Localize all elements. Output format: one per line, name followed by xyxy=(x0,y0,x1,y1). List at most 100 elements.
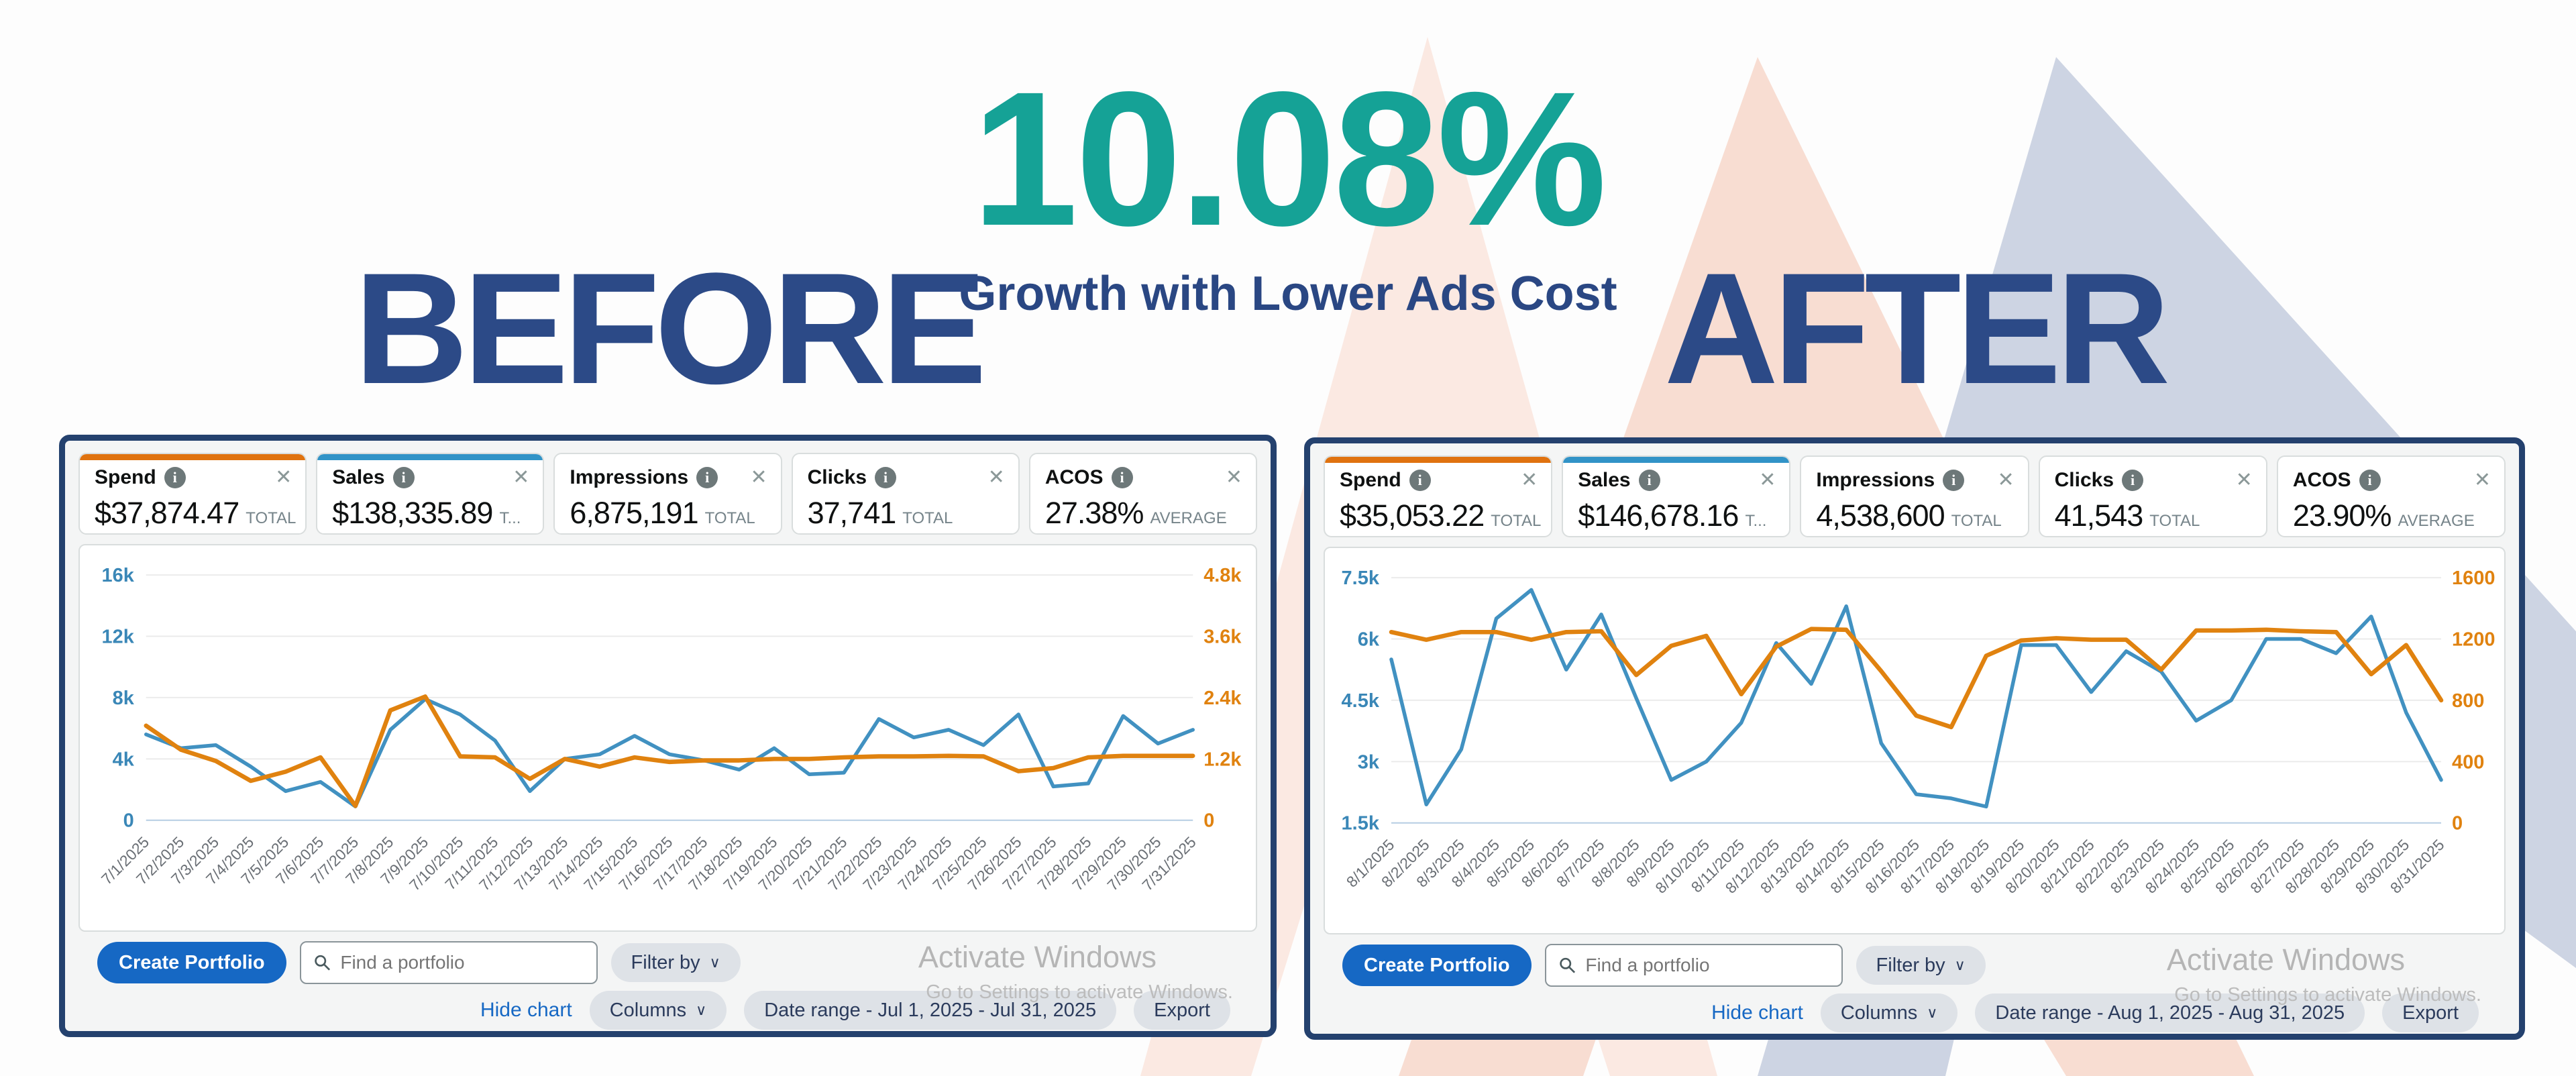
left-axis-tick: 7.5k xyxy=(1342,568,1380,589)
metric-label: Sales xyxy=(332,466,385,488)
left-axis-tick: 4.5k xyxy=(1342,690,1380,712)
filter-by-label: Filter by xyxy=(631,951,700,973)
toolbar-row-2: Hide chart Columns ∨ Date range - Aug 1,… xyxy=(1324,993,2506,1032)
close-icon[interactable]: ✕ xyxy=(1997,469,2015,491)
info-icon[interactable]: i xyxy=(392,467,415,488)
right-axis-tick: 3.6k xyxy=(1203,626,1242,647)
close-icon[interactable]: ✕ xyxy=(275,466,292,488)
info-icon[interactable]: i xyxy=(696,467,718,488)
sales-line xyxy=(144,697,1195,808)
chart-card: 1.5k 0 3k 400 4.5k 800 6k 1200 7.5k 1600 8/1/2025 8… xyxy=(1324,547,2506,934)
columns-dropdown[interactable]: Columns ∨ xyxy=(1820,993,1958,1032)
hide-chart-link[interactable]: Hide chart xyxy=(480,999,572,1021)
portfolio-search[interactable] xyxy=(1544,944,1843,987)
date-range-button[interactable]: Date range - Jul 1, 2025 - Jul 31, 2025 xyxy=(744,991,1117,1030)
metric-unit: TOTAL xyxy=(902,509,953,527)
search-input[interactable] xyxy=(339,951,584,974)
card-value-row: 23.90% AVERAGE xyxy=(2293,498,2491,533)
right-axis-tick: 0 xyxy=(2452,813,2463,835)
metric-cards-row: Spend i ✕ $35,053.22 TOTAL Sales i ✕ $146,678.16… xyxy=(1324,455,2506,537)
info-icon[interactable]: i xyxy=(1638,470,1660,491)
card-title-row: ACOS i ✕ xyxy=(1045,466,1242,489)
filter-by-dropdown[interactable]: Filter by ∨ xyxy=(1856,946,1986,985)
active-metric-accent xyxy=(80,454,306,460)
spend-line xyxy=(1389,627,2444,730)
metric-card-clicks[interactable]: Clicks i ✕ 41,543 TOTAL xyxy=(2038,455,2267,537)
growth-percentage-title: 10.08% xyxy=(971,52,1607,266)
active-metric-accent xyxy=(1563,457,1790,463)
metric-unit: AVERAGE xyxy=(2398,512,2475,530)
card-title-row: Spend i ✕ xyxy=(1340,469,1538,492)
active-metric-accent xyxy=(1325,457,1552,463)
close-icon[interactable]: ✕ xyxy=(2473,469,2491,491)
chevron-down-icon: ∨ xyxy=(709,954,720,971)
metric-value: $138,335.89 xyxy=(332,496,493,530)
close-icon[interactable]: ✕ xyxy=(1521,469,1538,491)
metric-label: Spend xyxy=(95,466,156,488)
metric-card-impressions[interactable]: Impressions i ✕ 6,875,191 TOTAL xyxy=(553,453,782,535)
metric-cards-row: Spend i ✕ $37,874.47 TOTAL Sales i ✕ $138,335.89… xyxy=(78,453,1258,535)
create-portfolio-button[interactable]: Create Portfolio xyxy=(97,942,286,983)
metric-unit: AVERAGE xyxy=(1150,509,1227,527)
sales-line xyxy=(1389,588,2443,809)
after-label: AFTER xyxy=(1664,240,2171,417)
export-button[interactable]: Export xyxy=(1134,991,1230,1030)
export-button[interactable]: Export xyxy=(2382,993,2479,1032)
spend-line xyxy=(144,694,1195,808)
left-axis-tick: 6k xyxy=(1358,629,1380,651)
metric-card-spend[interactable]: Spend i ✕ $37,874.47 TOTAL xyxy=(78,453,307,535)
info-icon[interactable]: i xyxy=(1943,470,1965,491)
metric-card-sales[interactable]: Sales i ✕ $138,335.89 T... xyxy=(316,453,545,535)
filter-by-dropdown[interactable]: Filter by ∨ xyxy=(610,943,741,982)
close-icon[interactable]: ✕ xyxy=(1759,469,1776,491)
metric-value: $146,678.16 xyxy=(1578,498,1739,533)
metric-card-acos[interactable]: ACOS i ✕ 27.38% AVERAGE xyxy=(1028,453,1258,535)
close-icon[interactable]: ✕ xyxy=(750,466,767,488)
metric-label: ACOS xyxy=(2292,469,2351,491)
metric-card-sales[interactable]: Sales i ✕ $146,678.16 T... xyxy=(1562,455,1791,537)
info-icon[interactable]: i xyxy=(2359,470,2381,491)
info-icon[interactable]: i xyxy=(1409,470,1431,491)
metric-value: 37,741 xyxy=(807,496,897,530)
right-axis-tick: 0 xyxy=(1203,810,1214,832)
card-value-row: 4,538,600 TOTAL xyxy=(1816,498,2014,533)
metric-unit: TOTAL xyxy=(246,509,297,527)
metric-card-clicks[interactable]: Clicks i ✕ 37,741 TOTAL xyxy=(791,453,1020,535)
chevron-down-icon: ∨ xyxy=(1927,1004,1938,1021)
card-value-row: $35,053.22 TOTAL xyxy=(1340,498,1541,533)
card-title-row: Clicks i ✕ xyxy=(808,466,1005,489)
search-icon xyxy=(1559,957,1575,973)
metric-value: $37,874.47 xyxy=(95,496,239,530)
right-axis-tick: 4.8k xyxy=(1203,565,1242,586)
close-icon[interactable]: ✕ xyxy=(987,466,1005,488)
columns-dropdown[interactable]: Columns ∨ xyxy=(589,991,727,1030)
growth-subtitle: Growth with Lower Ads Cost xyxy=(959,267,1617,321)
card-value-row: 37,741 TOTAL xyxy=(808,496,1005,531)
export-label: Export xyxy=(2402,1002,2459,1024)
metric-card-impressions[interactable]: Impressions i ✕ 4,538,600 TOTAL xyxy=(1800,455,2029,537)
portfolio-search[interactable] xyxy=(299,941,598,984)
metric-value: 6,875,191 xyxy=(570,496,698,530)
left-axis-tick: 0 xyxy=(123,810,134,832)
close-icon[interactable]: ✕ xyxy=(513,466,530,488)
metric-card-acos[interactable]: ACOS i ✕ 23.90% AVERAGE xyxy=(2276,455,2506,537)
close-icon[interactable]: ✕ xyxy=(1225,466,1243,488)
metric-card-spend[interactable]: Spend i ✕ $35,053.22 TOTAL xyxy=(1324,455,1553,537)
search-input[interactable] xyxy=(1584,954,1829,977)
create-portfolio-button[interactable]: Create Portfolio xyxy=(1342,945,1532,986)
card-value-row: $146,678.16 T... xyxy=(1578,498,1776,533)
info-icon[interactable]: i xyxy=(2122,470,2143,491)
active-metric-accent xyxy=(317,454,543,460)
info-icon[interactable]: i xyxy=(875,467,896,488)
info-icon[interactable]: i xyxy=(1111,467,1133,488)
hide-chart-link[interactable]: Hide chart xyxy=(1711,1002,1803,1024)
left-axis-tick: 4k xyxy=(113,749,135,770)
search-icon xyxy=(314,955,330,971)
card-value-row: $37,874.47 TOTAL xyxy=(95,496,296,531)
metric-value: 41,543 xyxy=(2054,498,2144,533)
date-range-button[interactable]: Date range - Aug 1, 2025 - Aug 31, 2025 xyxy=(1975,993,2365,1032)
export-label: Export xyxy=(1154,999,1210,1021)
close-icon[interactable]: ✕ xyxy=(2235,469,2253,491)
info-icon[interactable]: i xyxy=(164,467,186,488)
